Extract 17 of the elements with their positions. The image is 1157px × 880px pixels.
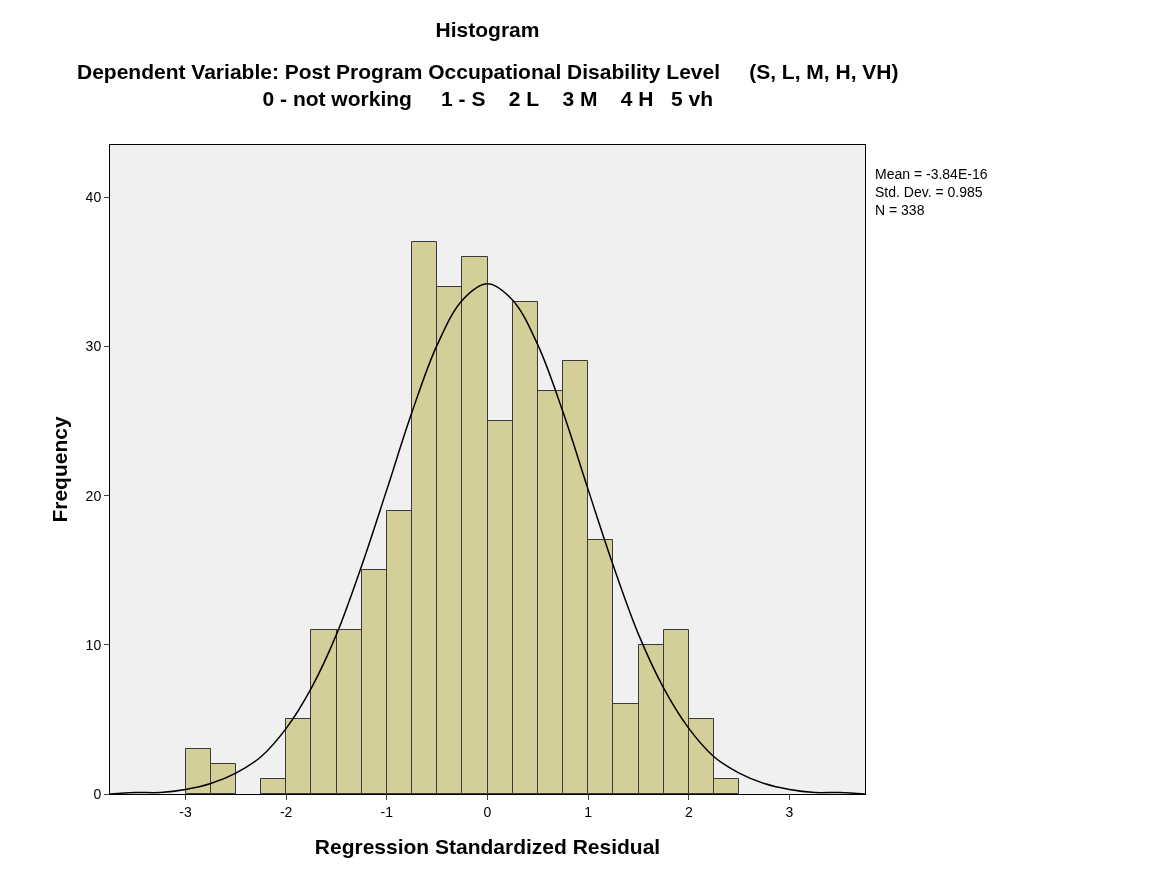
y-tick-label: 40 — [85, 189, 102, 206]
x-tick-label: 3 — [785, 803, 794, 820]
x-tick-label: 1 — [584, 803, 593, 820]
x-tick-label: -3 — [179, 803, 192, 820]
x-tick-label: -2 — [279, 803, 293, 820]
chart-subtitle: Dependent Variable: Post Program Occupational Disability Level (S, L, M, H, VH) 0 - not working 1 - S 2 L 3 M 4 H 5 vh — [77, 60, 899, 111]
y-tick-label: 0 — [93, 785, 102, 802]
x-tick-label: -1 — [380, 803, 394, 820]
x-tick-label: 2 — [684, 803, 693, 820]
text: Mean = -3.84E-16 Std. Dev. = 0.985 N = 338 — [875, 166, 988, 219]
x-axis-title: Regression Standardized Residual — [314, 835, 661, 858]
y-tick-label: 10 — [85, 636, 102, 653]
chart-title: Histogram — [435, 17, 540, 41]
x-tick-label: 0 — [483, 803, 492, 820]
y-tick-label: 20 — [85, 487, 102, 504]
y-axis-title: Frequency — [47, 416, 71, 523]
y-tick-label: 30 — [85, 338, 102, 355]
